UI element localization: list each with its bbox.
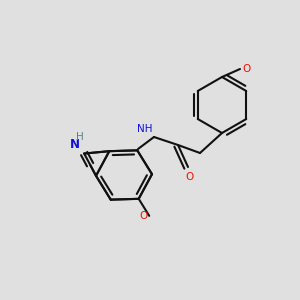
Text: O: O [242,64,250,74]
Text: H: H [76,131,84,142]
Text: O: O [185,172,193,182]
Text: O: O [139,211,147,221]
Text: N: N [70,137,80,151]
Text: NH: NH [136,124,152,134]
